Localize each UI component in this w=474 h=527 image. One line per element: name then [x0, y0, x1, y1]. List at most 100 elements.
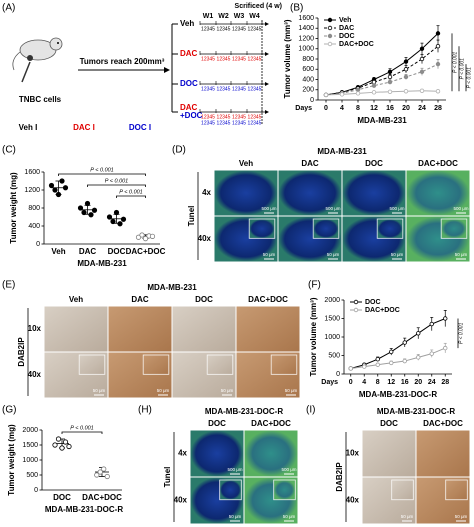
group-label: DOC [180, 79, 198, 88]
y-tick-label: 1200 [298, 35, 314, 42]
inset [391, 479, 414, 501]
chart-subtitle: MDA-MB-231 [357, 116, 407, 125]
series-line [325, 90, 439, 96]
annotation: P < 0.001 [119, 189, 143, 195]
stain-label: DAB2IP [17, 337, 26, 367]
day-numbers: 12345 [248, 56, 262, 62]
panel-letter: (I) [306, 405, 315, 416]
legend-marker [327, 41, 333, 47]
y-tick-label: 2000 [22, 427, 38, 434]
data-point [387, 79, 393, 85]
x-axis-label: MDA-MB-231-DOC-R [45, 505, 123, 514]
panel-letter: (H) [138, 405, 152, 416]
data-point [371, 79, 377, 85]
micrograph [362, 430, 416, 477]
inset [219, 479, 242, 501]
data-point [429, 351, 434, 356]
inset [206, 354, 234, 375]
x-tick-label: DAC+DOC [82, 493, 122, 502]
data-point [91, 207, 98, 213]
data-point [419, 69, 425, 75]
timeline-head [265, 110, 269, 114]
timeline-head [265, 22, 269, 26]
series-line [350, 318, 446, 369]
y-tick-label: 1500 [22, 442, 38, 449]
data-point [323, 92, 329, 98]
scale-bar-label: 50 μm [327, 252, 340, 257]
data-point [48, 182, 55, 189]
legend-label: DAC+DOC [339, 41, 374, 48]
scale-bar-label: 50 μm [391, 252, 404, 257]
y-tick-label: 800 [302, 56, 314, 63]
data-point [389, 360, 394, 366]
data-point [416, 331, 421, 336]
legend-marker [353, 299, 359, 305]
column-label: DOC [380, 419, 398, 428]
data-point [419, 46, 425, 51]
micrograph [342, 170, 406, 216]
legend-label: DAC+DOC [365, 307, 400, 314]
stain-label: DAB2IP [335, 462, 344, 492]
column-label: DOC [208, 419, 226, 428]
row-label: 4x [178, 449, 187, 458]
panel-letter: (C) [2, 145, 16, 156]
week-label: W4 [249, 13, 260, 20]
day-numbers: 12345 [248, 114, 262, 120]
treatment-label: DOC I [129, 123, 151, 132]
data-point [94, 472, 100, 478]
arrow-head [164, 67, 170, 73]
panel-letter: (F) [308, 280, 321, 291]
row-label: 40x [28, 370, 42, 379]
scale-bar-label: 500 μm [227, 467, 242, 472]
scale-bar-label: 500 μm [389, 206, 404, 211]
data-point [62, 185, 69, 191]
group-label: Veh [180, 19, 194, 28]
timeline-head [265, 52, 269, 56]
bracket [116, 195, 146, 198]
y-tick-label: 400 [28, 223, 40, 230]
x-tick-label: 8 [356, 105, 360, 112]
scale-bar-label: 500 μm [281, 467, 296, 472]
column-label: DAC [301, 159, 319, 168]
inset [312, 218, 340, 239]
y-tick-label: 1400 [298, 25, 314, 32]
day-numbers: 12345 [217, 114, 231, 120]
data-point [59, 178, 65, 184]
panel-title: MDA-MB-231 [147, 283, 197, 292]
micrograph [172, 306, 236, 352]
scale-bar-label: 500 μm [325, 206, 340, 211]
data-point [389, 349, 394, 354]
x-tick-label: 28 [434, 105, 442, 112]
y-tick-label: 1600 [298, 15, 314, 22]
y-tick-label: 200 [302, 87, 314, 94]
data-point [371, 90, 377, 95]
series-line [325, 45, 439, 96]
y-tick-label: 1000 [324, 334, 340, 341]
inset [440, 218, 468, 239]
y-tick-label: 1600 [24, 169, 40, 176]
column-label: DAC+DOC [251, 419, 291, 428]
panel-title: MDA-MB-231 [317, 147, 367, 156]
x-tick-label: DAC [79, 247, 97, 256]
data-point [101, 466, 107, 472]
legend-label: Veh [339, 17, 351, 24]
row-label: 10x [28, 324, 42, 333]
legend-label: DOC [365, 299, 381, 306]
stain-label: Tunel [163, 467, 172, 488]
cells-label: TNBC cells [19, 95, 62, 104]
data-point [387, 89, 393, 94]
x-tick-label: 12 [370, 105, 378, 112]
scale-bar-label: 500 μm [261, 206, 276, 211]
x-tick-label: 28 [441, 379, 449, 386]
annotation: P < 0.001 [458, 322, 464, 344]
day-numbers: 12345 [248, 86, 262, 92]
day-numbers: 12345 [232, 114, 246, 120]
x-tick-label: Veh [51, 247, 65, 256]
data-point [139, 232, 145, 238]
y-axis-label: Tumor volume (mm³) [283, 19, 292, 98]
annotation: P < 0.001 [70, 425, 94, 431]
day-numbers: 12345 [248, 120, 262, 126]
column-label: DOC [365, 159, 383, 168]
day-numbers: 12345 [201, 56, 215, 62]
x-tick-label: DOC [53, 493, 71, 502]
